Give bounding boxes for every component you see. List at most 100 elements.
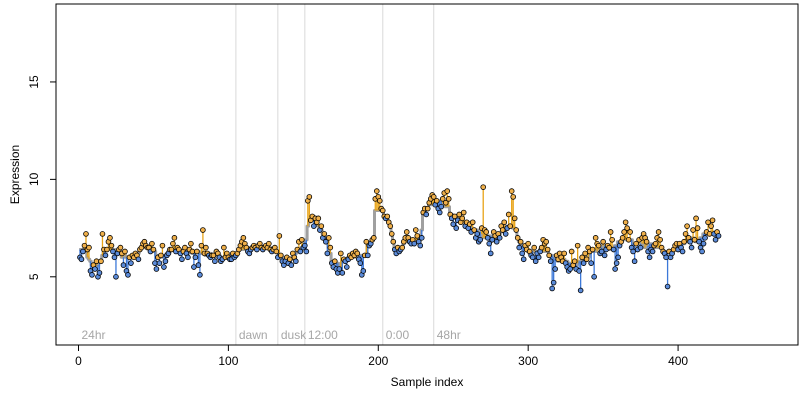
data-point: [489, 236, 496, 243]
x-tick-label: 100: [218, 354, 238, 368]
data-point: [444, 188, 451, 194]
data-point: [339, 270, 346, 276]
data-point: [315, 215, 322, 222]
data-point: [646, 254, 653, 261]
data-point: [535, 254, 542, 261]
data-point: [363, 238, 370, 245]
data-point: [364, 252, 371, 259]
data-point: [483, 229, 490, 235]
data-point: [149, 240, 155, 247]
data-point: [529, 254, 536, 261]
data-point: [388, 231, 395, 237]
data-point: [110, 248, 116, 255]
data-point: [276, 233, 283, 239]
data-point: [338, 250, 344, 257]
data-point: [111, 254, 118, 261]
data-point: [580, 260, 587, 266]
data-point: [78, 256, 85, 263]
data-point: [625, 236, 632, 243]
data-point: [424, 205, 431, 212]
data-point: [484, 235, 491, 241]
phase-labels: 24hr dawn dusk 12:00 0:00 48hr: [81, 328, 460, 342]
data-point: [438, 203, 445, 210]
data-point: [93, 258, 100, 265]
data-point: [607, 229, 614, 235]
data-point: [531, 244, 537, 251]
data-point: [384, 213, 391, 220]
data-point: [514, 235, 521, 241]
data-point: [128, 260, 134, 266]
data-point: [693, 215, 699, 222]
data-point: [81, 242, 88, 249]
data-point: [532, 258, 539, 265]
data-point: [152, 260, 158, 266]
data-point: [456, 211, 463, 218]
data-point: [552, 266, 558, 272]
data-point: [517, 238, 524, 245]
y-axis-title: Expression: [8, 145, 22, 204]
data-point: [633, 240, 639, 247]
data-point: [373, 188, 380, 194]
data-point: [306, 194, 313, 200]
data-point: [547, 258, 554, 265]
data-point: [293, 258, 299, 265]
y-tick-label: 5: [27, 273, 41, 280]
data-point: [690, 227, 696, 233]
data-point: [158, 252, 164, 259]
data-point: [399, 244, 406, 251]
data-point: [480, 184, 487, 190]
data-point: [507, 223, 513, 229]
data-point: [370, 235, 377, 241]
data-point: [162, 258, 169, 265]
data-point: [83, 231, 89, 237]
data-point: [266, 240, 272, 247]
phase-label: dawn: [239, 328, 268, 342]
data-point: [161, 264, 167, 270]
data-point: [212, 258, 218, 265]
data-point: [621, 229, 627, 235]
data-point: [699, 248, 705, 255]
data-point: [273, 248, 280, 255]
data-point: [326, 235, 332, 241]
data-point: [171, 235, 178, 241]
data-point: [550, 279, 557, 286]
x-tick-label: 400: [668, 354, 688, 368]
phase-label: 0:00: [386, 328, 410, 342]
data-point: [191, 264, 197, 270]
data-point: [439, 196, 446, 202]
plot-frame: [55, 3, 799, 346]
data-point: [600, 238, 606, 245]
data-point: [125, 272, 131, 278]
data-point: [505, 211, 512, 218]
data-point: [592, 235, 599, 241]
data-point: [469, 219, 476, 226]
data-point: [203, 244, 209, 251]
data-point: [501, 219, 507, 226]
data-point: [417, 242, 424, 249]
data-point: [150, 246, 157, 253]
data-point: [679, 248, 686, 255]
data-point: [574, 242, 581, 249]
data-point: [595, 242, 602, 249]
data-point: [622, 219, 629, 226]
data-point: [376, 198, 383, 204]
x-tick-label: 0: [75, 354, 82, 368]
data-point: [709, 217, 716, 224]
data-point: [194, 248, 200, 255]
data-point: [188, 240, 194, 247]
data-point: [598, 248, 605, 255]
data-point: [418, 235, 425, 241]
data-point: [577, 287, 584, 294]
data-point: [430, 194, 437, 200]
data-point: [715, 233, 722, 239]
data-point: [477, 236, 484, 243]
data-point: [436, 209, 443, 216]
data-point: [643, 238, 650, 245]
data-points: [77, 184, 722, 294]
data-point: [122, 248, 128, 255]
data-point: [508, 188, 515, 194]
data-point: [86, 244, 92, 251]
data-point: [487, 250, 494, 257]
data-point: [612, 266, 618, 272]
